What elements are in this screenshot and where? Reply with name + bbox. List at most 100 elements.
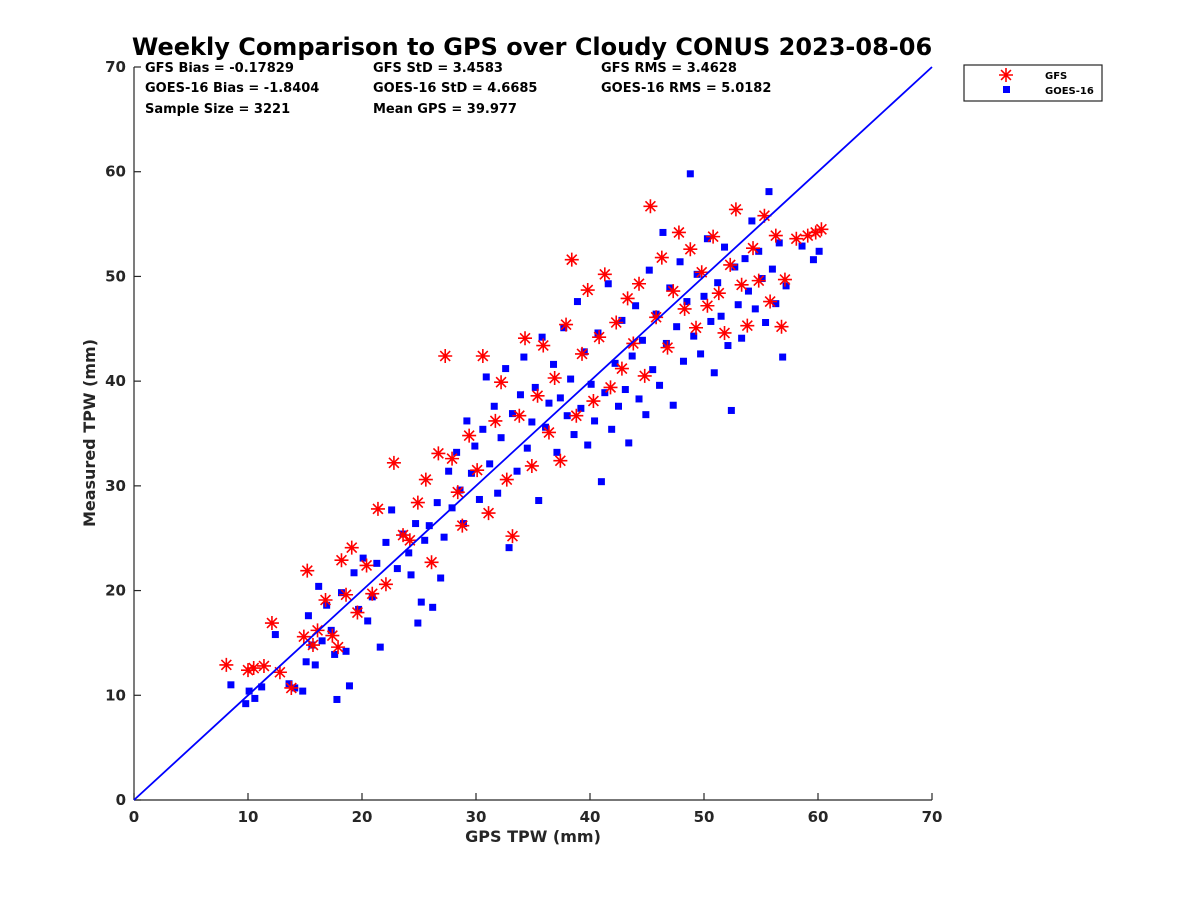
gfs-point: [334, 553, 349, 568]
gfs-point: [494, 375, 509, 390]
goes16-point: [486, 460, 494, 468]
goes16-point: [445, 467, 453, 475]
goes16-point: [772, 300, 780, 308]
goes16-point: [649, 366, 657, 374]
goes16-point: [359, 554, 367, 562]
legend-gfs-label: GFS: [1045, 71, 1067, 82]
gfs-point: [386, 455, 401, 470]
goes16-point: [611, 359, 619, 367]
goes16-point: [467, 469, 475, 477]
goes16-point: [523, 444, 531, 452]
gfs-point: [470, 463, 485, 478]
goes16-point: [271, 631, 279, 639]
gfs-point: [553, 453, 568, 468]
goes16-point: [333, 695, 341, 703]
gfs-point: [717, 325, 732, 340]
goes16-point: [731, 263, 739, 271]
gfs-point: [396, 528, 411, 543]
goes16-point: [364, 617, 372, 625]
goes16-point: [597, 478, 605, 486]
goes16-point: [798, 242, 806, 250]
gfs-point: [365, 586, 380, 601]
gfs-point: [800, 228, 815, 243]
y-axis-label: Measured TPW (mm): [80, 339, 99, 527]
goes16-point: [601, 389, 609, 397]
goes16-point: [388, 506, 396, 514]
goes16-point: [775, 239, 783, 247]
goes16-point: [714, 279, 722, 287]
goes16-point: [815, 247, 823, 255]
gfs-point: [272, 665, 287, 680]
goes16-point: [587, 380, 595, 388]
gfs-point: [475, 349, 490, 364]
goes16-point: [638, 336, 646, 344]
gfs-point: [575, 346, 590, 361]
goes16-point: [567, 375, 575, 383]
y-tick-label: 60: [105, 163, 126, 181]
goes16-point: [724, 342, 732, 350]
goes16-point: [809, 256, 817, 264]
goes16-point: [553, 448, 561, 456]
goes16-point: [242, 700, 250, 708]
goes16-point: [676, 258, 684, 266]
goes16-point: [721, 243, 729, 251]
goes16-point: [591, 417, 599, 425]
gfs-point: [524, 458, 539, 473]
x-axis-label: GPS TPW (mm): [465, 827, 601, 846]
gfs-point: [649, 310, 664, 325]
goes16-point: [604, 280, 612, 288]
goes16-point: [251, 694, 259, 702]
goes16-point: [628, 352, 636, 360]
gfs-point: [541, 425, 556, 440]
gfs-point: [462, 428, 477, 443]
goes16-point: [414, 619, 422, 627]
gfs-point: [777, 272, 792, 287]
one-to-one-line: [133, 66, 933, 801]
goes16-point: [497, 434, 505, 442]
goes16-point: [425, 522, 433, 530]
stat-goes-rms: GOES-16 RMS = 5.0182: [601, 81, 771, 96]
goes16-point: [538, 333, 546, 341]
gfs-point: [518, 331, 533, 346]
gfs-point: [499, 472, 514, 487]
gfs-point: [592, 330, 607, 345]
goes16-point: [323, 601, 331, 609]
legend-gfs-marker: [999, 68, 1013, 82]
gfs-point: [344, 540, 359, 555]
gfs-point: [318, 592, 333, 607]
goes16-point: [318, 637, 326, 645]
goes16-point: [645, 266, 653, 274]
x-tick-label: 20: [352, 808, 373, 826]
gfs-point: [808, 225, 823, 240]
stat-goes-std: GOES-16 StD = 4.6685: [373, 81, 537, 96]
gfs-point: [660, 340, 675, 355]
goes16-point: [642, 411, 650, 419]
y-tick-label: 70: [105, 58, 126, 76]
goes16-point: [697, 350, 705, 358]
goes16-point: [382, 538, 390, 546]
goes16-point: [679, 357, 687, 365]
gfs-point: [530, 388, 545, 403]
gfs-point: [586, 394, 601, 409]
x-tick-label: 70: [922, 808, 943, 826]
gfs-point: [677, 301, 692, 316]
chart-title: Weekly Comparison to GPS over Cloudy CON…: [132, 33, 932, 61]
gfs-point: [626, 336, 641, 351]
gfs-point: [637, 368, 652, 383]
gfs-point: [246, 661, 261, 676]
gfs-point: [300, 563, 315, 578]
goes16-point: [782, 282, 790, 290]
gfs-point: [296, 629, 311, 644]
series-gfs: [219, 199, 829, 695]
goes16-point: [621, 386, 629, 394]
x-tick-label: 60: [808, 808, 829, 826]
goes16-point: [768, 265, 776, 273]
legend: GFS GOES-16: [963, 64, 1103, 102]
gfs-legend-glyph: [999, 68, 1013, 82]
goes16-point: [479, 425, 487, 433]
gfs-point: [438, 349, 453, 364]
goes16-point: [482, 373, 490, 381]
stat-sample-size: Sample Size = 3221: [145, 102, 290, 117]
goes16-point: [683, 298, 691, 306]
gfs-point: [694, 265, 709, 280]
